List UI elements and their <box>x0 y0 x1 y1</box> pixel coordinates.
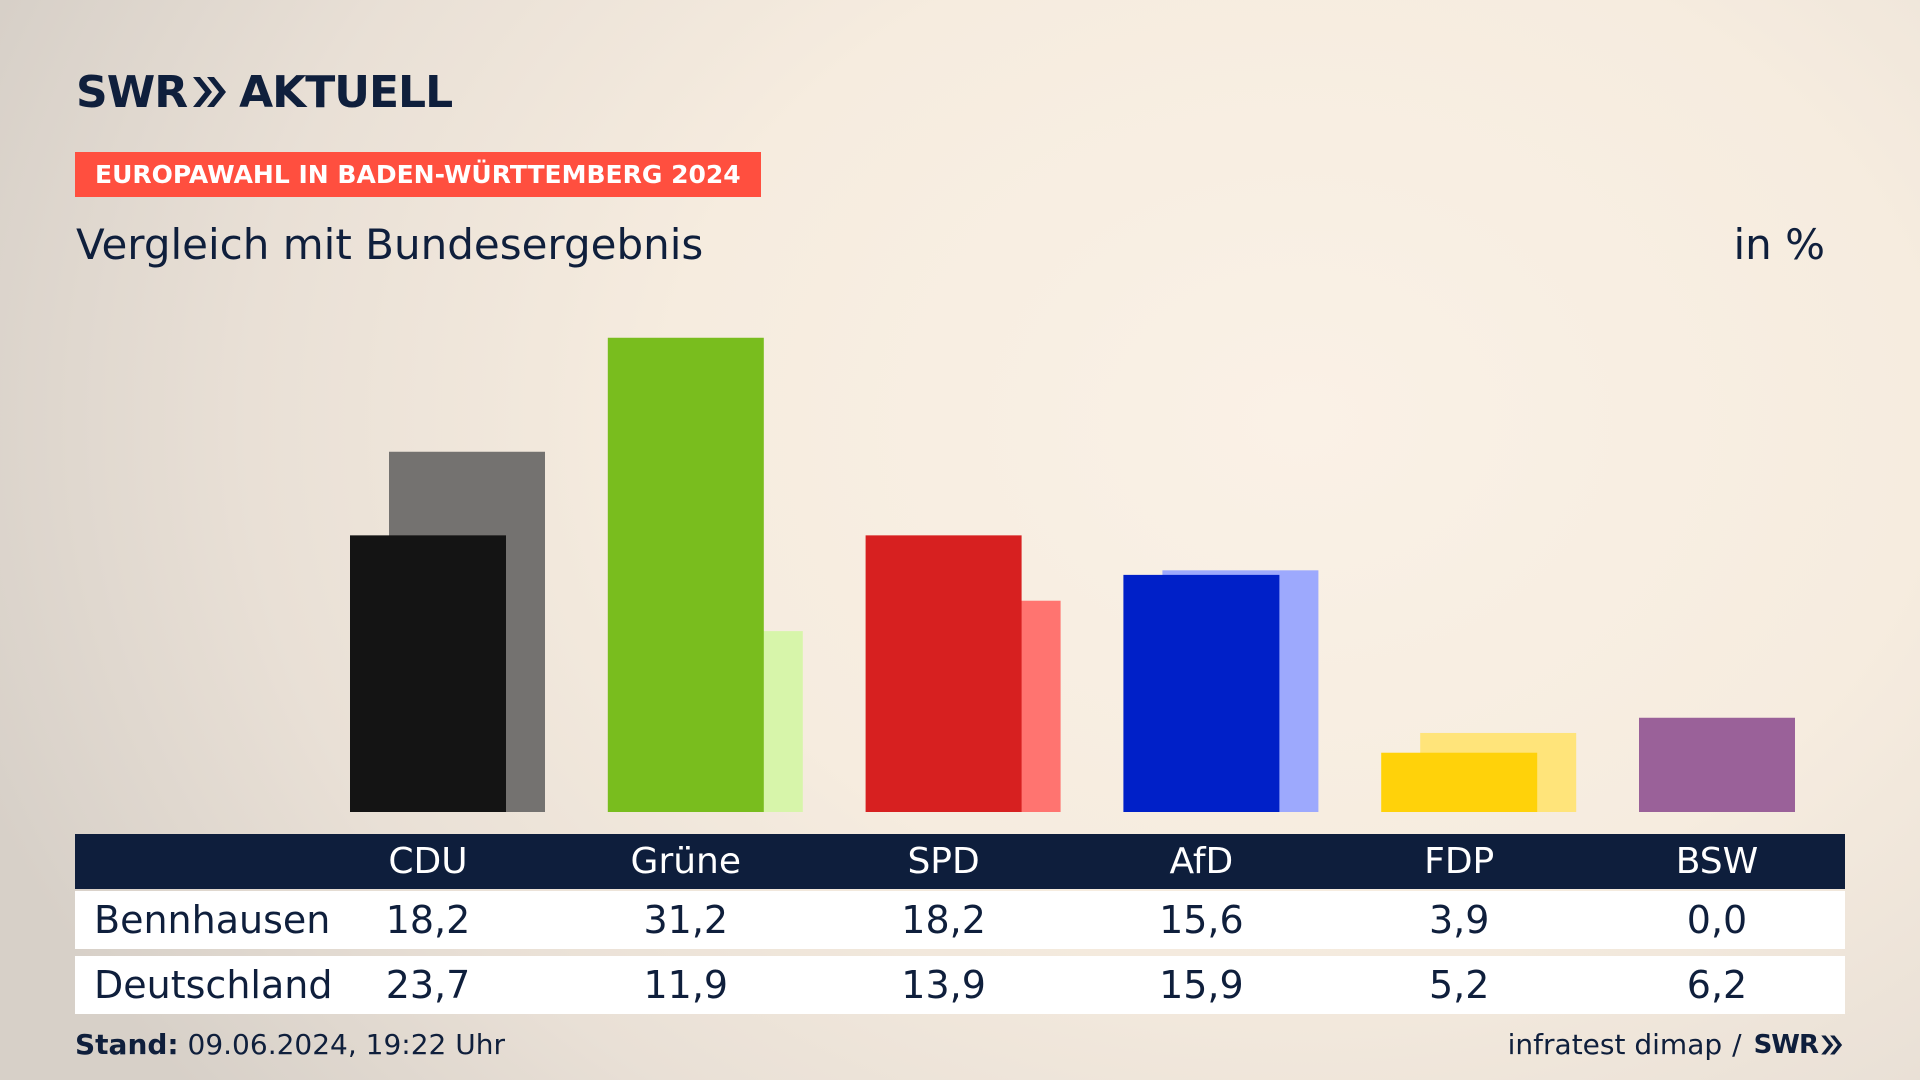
results-table: CDU Grüne SPD AfD FDP BSW Bennhausen 18,2 31,2… <box>75 834 1845 1014</box>
footer-logo-text: SWR <box>1753 1029 1819 1060</box>
row-label: Bennhausen <box>94 898 331 942</box>
logo-aktuell-text: AKTUELL <box>239 66 453 118</box>
column-header-spd: SPD <box>907 841 980 882</box>
value-cell-cdu: 18,2 <box>385 898 471 942</box>
double-chevron-icon <box>193 77 227 107</box>
row-label: Deutschland <box>94 963 333 1007</box>
column-header-afd: AfD <box>1169 841 1234 882</box>
column-header-bsw: BSW <box>1675 841 1759 882</box>
double-chevron-icon <box>1821 1035 1843 1054</box>
swr-aktuell-logo: SWR AKTUELL <box>76 67 453 118</box>
table-header-row: CDU Grüne SPD AfD FDP BSW <box>75 834 1845 889</box>
column-header-cdu: CDU <box>388 841 468 882</box>
stand-value: 09.06.2024, 19:22 Uhr <box>187 1028 505 1061</box>
chart-headline: Vergleich mit Bundesergebnis <box>76 220 704 269</box>
footer-source: infratest dimap / SWR <box>1508 1028 1844 1061</box>
value-cell-grne: 11,9 <box>643 963 729 1007</box>
value-cell-grne: 31,2 <box>643 898 729 942</box>
value-cell-cdu: 23,7 <box>385 963 471 1007</box>
table-row-deutschland: Deutschland 23,7 11,9 13,9 15,9 5,2 6,2 <box>75 956 1845 1014</box>
bar-bennhausen-afd <box>1123 574 1280 812</box>
bar-chart <box>350 337 1795 812</box>
bar-bennhausen-cdu <box>350 535 506 812</box>
column-header-fdp: FDP <box>1424 841 1495 882</box>
unit-label: in % <box>1733 220 1825 269</box>
value-cell-spd: 13,9 <box>901 963 986 1007</box>
column-header-grne: Grüne <box>630 841 742 882</box>
source-text: infratest dimap <box>1507 1028 1723 1061</box>
logo-swr-text: SWR <box>76 66 188 118</box>
source-separator: / <box>1732 1028 1742 1061</box>
value-cell-afd: 15,9 <box>1159 963 1244 1007</box>
value-cell-bsw: 6,2 <box>1686 963 1748 1007</box>
bar-bennhausen-grne <box>607 337 764 812</box>
bar-bennhausen-spd <box>865 535 1022 812</box>
bar-deutschland-bsw <box>1639 717 1795 812</box>
table-row-bennhausen: Bennhausen 18,2 31,2 18,2 15,6 3,9 0,0 <box>75 891 1845 949</box>
value-cell-spd: 18,2 <box>901 898 986 942</box>
footer-stand: Stand: 09.06.2024, 19:22 Uhr <box>75 1028 505 1061</box>
footer-swr-logo: SWR <box>1754 1030 1844 1060</box>
value-cell-bsw: 0,0 <box>1686 898 1748 942</box>
topline-badge: EUROPAWAHL IN BADEN-WÜRTTEMBERG 2024 <box>75 152 761 197</box>
bar-bennhausen-fdp <box>1381 752 1538 812</box>
value-cell-fdp: 3,9 <box>1428 898 1490 942</box>
value-cell-afd: 15,6 <box>1159 898 1244 942</box>
value-cell-fdp: 5,2 <box>1428 963 1490 1007</box>
stand-label: Stand: <box>75 1028 179 1061</box>
